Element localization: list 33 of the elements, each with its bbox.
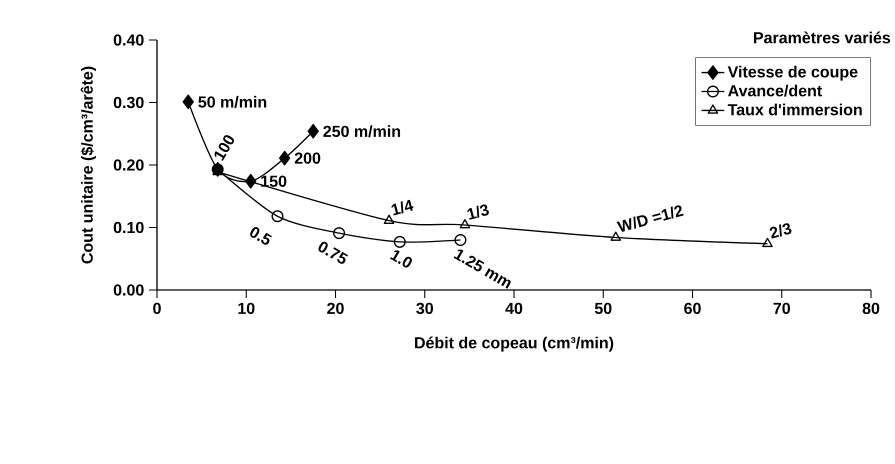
y-axis-title: Cout unitaire ($/cm³/arête) bbox=[80, 66, 96, 264]
x-tick-label: 80 bbox=[862, 302, 880, 314]
annotation: 1/3 bbox=[467, 204, 489, 220]
annotation: 0.5 bbox=[250, 227, 272, 245]
x-tick-label: 70 bbox=[774, 302, 790, 314]
annotation: 150 bbox=[261, 176, 286, 187]
legend-label: Vitesse de coupe bbox=[728, 66, 858, 81]
annotation: 0.75 bbox=[318, 242, 348, 264]
x-tick-label: 60 bbox=[684, 302, 701, 314]
legend-label: Taux d'immersion bbox=[728, 104, 862, 116]
y-tick-label: 0.30 bbox=[114, 96, 144, 108]
x-tick-label: 40 bbox=[505, 302, 522, 314]
y-tick-label: 0.20 bbox=[114, 159, 144, 171]
annotation: W/D =1/2 bbox=[616, 205, 684, 232]
legend-label: Avance/dent bbox=[728, 84, 822, 97]
annotation: 100 bbox=[214, 135, 234, 161]
x-tick-label: 10 bbox=[238, 302, 254, 314]
annotation: 1/4 bbox=[391, 200, 414, 216]
annotation: 200 bbox=[294, 152, 320, 164]
x-tick-label: 20 bbox=[327, 302, 344, 314]
y-tick-label: 0.00 bbox=[114, 284, 144, 296]
x-tick-label: 0 bbox=[153, 302, 161, 314]
x-axis-title: Débit de copeau (cm³/min) bbox=[415, 336, 614, 352]
annotation: 250 m/min bbox=[323, 125, 400, 138]
annotation: 1.25 mm bbox=[454, 250, 511, 289]
x-tick-label: 30 bbox=[416, 302, 433, 314]
y-tick-label: 0.10 bbox=[114, 222, 144, 234]
annotation: 2/3 bbox=[770, 223, 792, 239]
y-tick-label: 0.40 bbox=[114, 34, 144, 46]
annotation: 50 m/min bbox=[198, 96, 266, 108]
x-tick-label: 50 bbox=[594, 302, 612, 314]
annotation: 1.0 bbox=[390, 250, 412, 268]
legend-title: Paramètres variés bbox=[754, 32, 890, 44]
